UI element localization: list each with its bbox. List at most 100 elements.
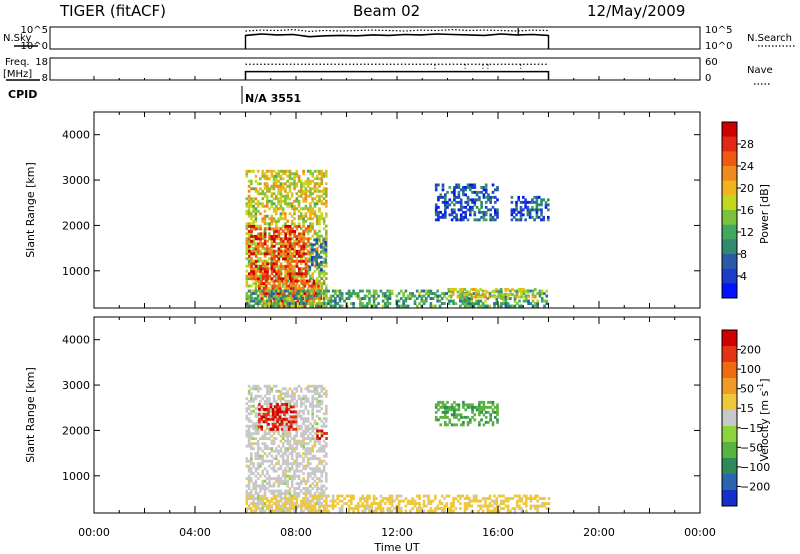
power-cell: [318, 274, 321, 278]
velocity-cell: [488, 494, 492, 498]
velocity-cell: [311, 477, 314, 481]
power-cell: [290, 242, 294, 246]
velocity-data: [245, 384, 551, 513]
power-cell: [268, 249, 272, 253]
power-cell: [345, 297, 349, 300]
power-cell: [311, 199, 314, 203]
power-cell: [286, 274, 290, 278]
power-cell: [300, 214, 303, 218]
power-cell: [381, 294, 385, 298]
power-cell: [290, 222, 294, 226]
velocity-cell: [297, 494, 301, 498]
velocity-cell: [454, 497, 458, 500]
power-cell: [247, 289, 251, 293]
power-cell: [252, 207, 255, 211]
power-cell: [306, 179, 310, 183]
velocity-cell: [266, 399, 269, 403]
power-cell: [418, 292, 421, 295]
velocity-cell: [304, 487, 308, 490]
power-cell: [288, 267, 292, 271]
power-cell: [317, 282, 320, 285]
velocity-cell: [311, 424, 314, 428]
power-cell: [254, 252, 258, 256]
power-cell: [320, 194, 324, 198]
velocity-cbar-swatch: [722, 410, 737, 427]
velocity-cell: [256, 432, 260, 436]
velocity-cell: [270, 499, 274, 503]
power-cell: [324, 258, 328, 262]
power-cell: [261, 217, 264, 221]
velocity-cell: [288, 417, 292, 421]
power-cell: [270, 277, 274, 281]
power-cell: [427, 294, 430, 298]
time-tick-label: 00:00: [684, 526, 716, 539]
velocity-cell: [247, 392, 251, 396]
velocity-cell: [415, 507, 419, 510]
velocity-cell: [309, 449, 312, 453]
velocity-cell: [318, 409, 321, 413]
power-cell: [295, 257, 299, 261]
velocity-cell: [263, 494, 267, 498]
velocity-cell: [254, 429, 258, 433]
velocity-cell: [322, 412, 326, 416]
power-cell: [298, 232, 301, 236]
power-cell: [266, 202, 269, 206]
power-cell: [318, 302, 321, 305]
velocity-cell: [338, 507, 342, 510]
velocity-cell: [306, 384, 310, 388]
power-cell: [447, 299, 451, 303]
power-cbar-swatch: [722, 239, 737, 255]
velocity-cell: [254, 489, 258, 493]
velocity-cell: [284, 502, 287, 505]
power-cell: [429, 302, 433, 305]
velocity-cell: [496, 413, 499, 417]
velocity-cell: [290, 482, 294, 485]
power-cell: [496, 198, 499, 202]
power-cell: [295, 169, 299, 173]
velocity-cell: [288, 432, 292, 436]
velocity-cell: [471, 415, 474, 419]
velocity-cell: [520, 499, 524, 503]
power-cell: [315, 247, 319, 251]
power-cell: [325, 234, 328, 238]
power-cell: [286, 194, 289, 198]
power-cell: [315, 238, 318, 242]
velocity-cell: [272, 449, 276, 453]
power-cell: [540, 200, 543, 204]
velocity-cell: [313, 509, 317, 513]
power-cell: [504, 294, 508, 298]
power-cell: [484, 195, 488, 199]
power-cell: [297, 222, 301, 226]
velocity-cell: [534, 494, 537, 498]
power-cell: [526, 208, 530, 212]
power-cell: [450, 299, 453, 303]
power-cell: [470, 302, 474, 305]
power-cell: [277, 274, 281, 278]
power-cell: [272, 304, 276, 308]
power-cell: [312, 282, 316, 285]
power-cell: [245, 292, 249, 295]
velocity-cell: [286, 497, 289, 500]
power-cell: [247, 214, 251, 218]
velocity-cell: [491, 410, 495, 414]
power-cell: [273, 267, 276, 271]
velocity-cell: [318, 497, 321, 500]
velocity-cell: [247, 412, 251, 416]
power-cell: [497, 289, 501, 293]
power-cell: [315, 214, 319, 218]
power-cell: [538, 294, 542, 298]
velocity-cell: [250, 404, 253, 408]
power-cell: [302, 294, 305, 298]
velocity-cell: [484, 405, 488, 409]
power-cell: [277, 254, 280, 258]
power-cell: [281, 294, 285, 298]
power-cell: [445, 292, 449, 295]
velocity-cell: [267, 408, 270, 411]
velocity-cell: [525, 504, 528, 508]
power-cell: [261, 244, 265, 248]
velocity-cell: [318, 439, 321, 443]
power-cell: [313, 269, 317, 273]
power-cell: [254, 242, 258, 246]
power-cell: [522, 288, 526, 291]
velocity-cell: [256, 494, 260, 498]
